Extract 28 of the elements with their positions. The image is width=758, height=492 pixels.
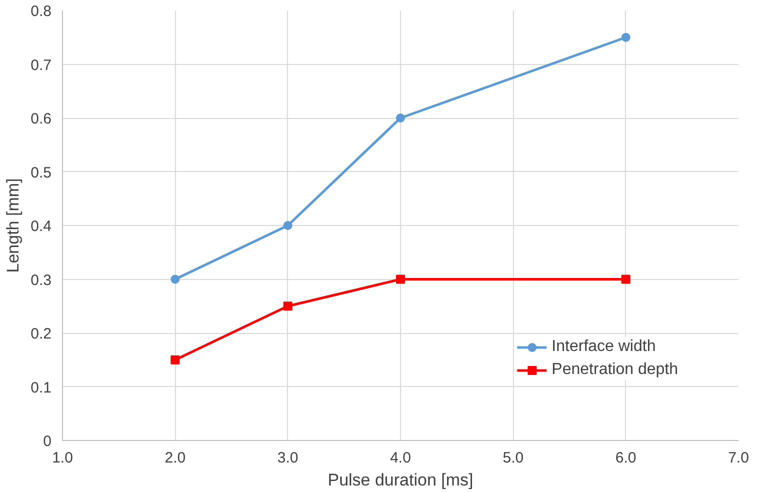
y-axis-title: Length [mm] — [4, 178, 23, 273]
x-tick-label: 7.0 — [728, 450, 749, 466]
y-tick-label: 0.1 — [30, 379, 52, 396]
y-tick-label: 0.6 — [30, 110, 52, 128]
x-tick-label: 6.0 — [615, 450, 636, 466]
x-tick-label: 5.0 — [502, 450, 524, 466]
point — [396, 114, 405, 122]
y-tick-label: 0.3 — [30, 272, 52, 289]
point — [396, 274, 405, 284]
point — [283, 302, 292, 311]
y-tick-label: 0 — [43, 433, 52, 450]
point — [283, 221, 292, 230]
point — [170, 274, 180, 284]
legend-label: Penetration depth — [552, 361, 678, 379]
x-axis-title: Pulse duration [ms] — [328, 470, 474, 490]
point — [170, 355, 180, 364]
y-tick-label: 0.7 — [30, 56, 52, 74]
point — [621, 274, 630, 284]
x-tick-label: 1.0 — [52, 450, 73, 466]
y-tick-label: 0.5 — [30, 164, 52, 182]
x-tick-label: 2.0 — [164, 450, 186, 466]
y-tick-label: 0.2 — [30, 326, 52, 342]
point — [621, 32, 630, 42]
legend-label: Interface width — [552, 338, 656, 356]
x-tick-label: 4.0 — [390, 450, 411, 466]
y-tick-label: 0.4 — [30, 218, 52, 235]
x-tick-label: 3.0 — [277, 450, 298, 466]
y-tick-label: 0.8 — [30, 3, 52, 20]
